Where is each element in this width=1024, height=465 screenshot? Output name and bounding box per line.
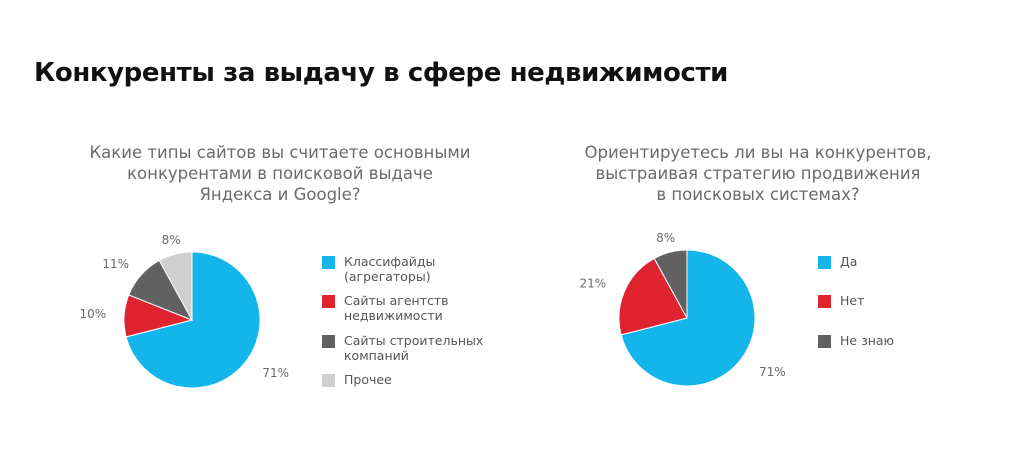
chart-2-question-line: выстраивая стратегию продвижения — [595, 164, 921, 183]
chart-2-pie: 71% 21% 8% — [579, 231, 786, 387]
chart-1-question: Какие типы сайтов вы считаете основными … — [60, 142, 500, 205]
pie-value-label: 71% — [262, 366, 289, 380]
chart-2-question-line: Ориентируетесь ли вы на конкурентов, — [584, 143, 932, 162]
legend-label-line: Прочее — [344, 372, 392, 387]
legend-label-line: компаний — [344, 348, 409, 363]
legend-swatch — [322, 374, 335, 387]
pie-slice — [618, 257, 688, 336]
pie-value-label: 21% — [579, 276, 606, 290]
legend-swatch — [322, 256, 335, 269]
legend-label-line: Да — [840, 254, 858, 269]
legend-label: Да — [840, 254, 857, 269]
legend-label-line: Не знаю — [840, 333, 895, 348]
chart-1-question-line: Какие типы сайтов вы считаете основными — [89, 143, 471, 162]
legend-label: Нет — [840, 293, 864, 308]
legend-label-line: (агрегаторы) — [344, 269, 431, 284]
legend-swatch — [818, 256, 831, 269]
pie-value-label: 10% — [80, 307, 107, 321]
legend-label-line: Сайты строительных — [344, 333, 484, 348]
pie-slice — [158, 251, 193, 321]
legend-swatch — [322, 335, 335, 348]
legend-label-line: Нет — [840, 293, 865, 308]
legend-swatch — [818, 335, 831, 348]
chart-2-question: Ориентируетесь ли вы на конкурентов, выс… — [548, 142, 968, 205]
legend-swatch — [322, 295, 335, 308]
legend-label: Прочее — [344, 372, 392, 387]
legend-swatch — [818, 295, 831, 308]
legend-label-line: недвижимости — [344, 308, 443, 323]
legend-label: Сайты агентств недвижимости — [344, 293, 449, 323]
pie-slice — [620, 249, 756, 387]
chart-1-question-line: конкурентами в поисковой выдаче — [127, 164, 433, 183]
pie-value-label: 11% — [102, 257, 129, 271]
pie-slice — [653, 249, 688, 319]
legend-label-line: Сайты агентств — [344, 293, 449, 308]
pie-value-label: 8% — [656, 231, 675, 245]
legend-label: Сайты строительных компаний — [344, 333, 483, 363]
chart-1-pie: 71% 10% 11% 8% — [80, 233, 289, 389]
pie-value-label: 8% — [162, 233, 181, 247]
pie-value-label: 71% — [759, 365, 786, 379]
legend-label: Не знаю — [840, 333, 894, 348]
legend-label: Классифайды (агрегаторы) — [344, 254, 435, 284]
chart-1-question-line: Яндекса и Google? — [199, 185, 361, 204]
chart-2-question-line: в поисковых системах? — [656, 185, 860, 204]
legend-label-line: Классифайды — [344, 254, 436, 269]
page-title: Конкуренты за выдачу в сфере недвижимост… — [34, 58, 728, 88]
